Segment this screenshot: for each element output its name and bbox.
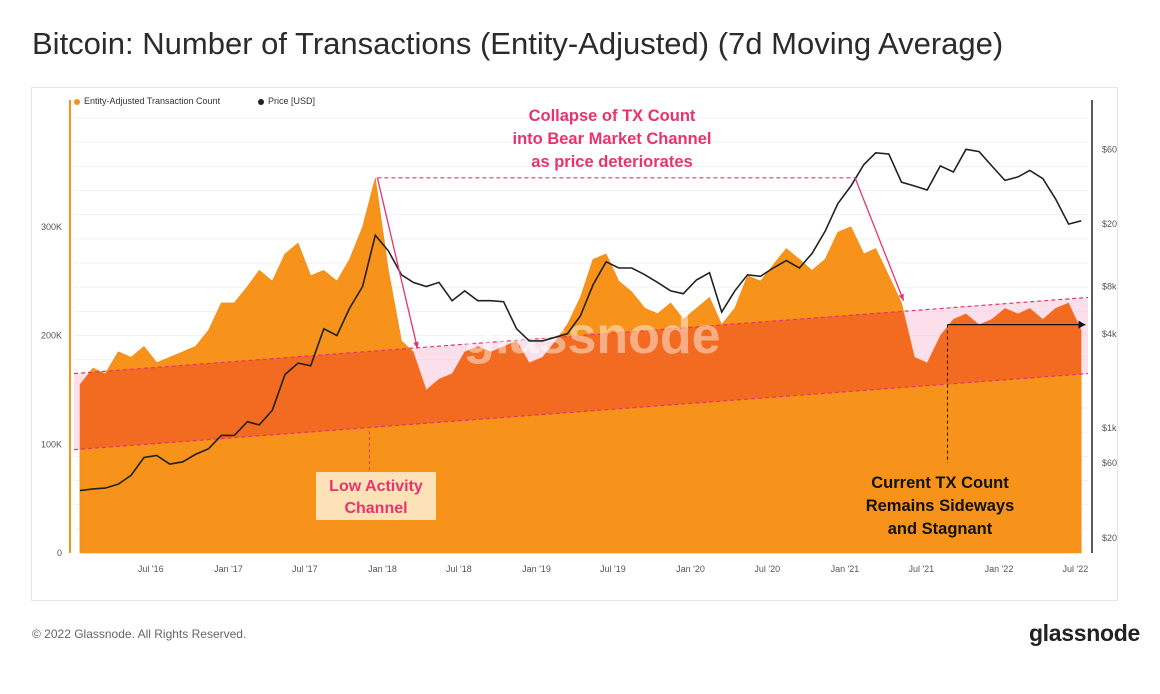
annotation-low-activity-line: Channel bbox=[344, 500, 407, 517]
y-left-tick-label: 300K bbox=[41, 222, 62, 232]
y-right-tick-label: $8k bbox=[1102, 282, 1117, 292]
y-right-tick-label: $200 bbox=[1102, 533, 1117, 543]
legend-item-tx[interactable]: Entity-Adjusted Transaction Count bbox=[74, 96, 220, 106]
low-activity-box bbox=[316, 472, 436, 520]
legend-dot-tx bbox=[74, 98, 80, 105]
x-tick-label: Jan '20 bbox=[676, 564, 705, 574]
watermark-group: glassnode bbox=[463, 307, 720, 365]
collapse-arrow-2018-head bbox=[413, 341, 419, 349]
y-left-tick-label: 100K bbox=[41, 439, 62, 449]
watermark: glassnode bbox=[463, 307, 720, 365]
legend-dot-price bbox=[258, 98, 264, 105]
x-tick-label: Jan '19 bbox=[522, 564, 551, 574]
collapse-arrow-2021 bbox=[854, 177, 905, 301]
x-tick-label: Jul '16 bbox=[138, 564, 164, 574]
x-tick-label: Jan '21 bbox=[831, 564, 860, 574]
legend-item-price[interactable]: Price [USD] bbox=[258, 96, 315, 106]
x-tick-label: Jul '20 bbox=[754, 564, 780, 574]
channel-lower-line bbox=[73, 372, 1089, 451]
y-right-tick-label: $20k bbox=[1102, 219, 1117, 229]
annotation-current-line: Remains Sideways bbox=[866, 497, 1015, 515]
annotations-group: Collapse of TX Count into Bear Market Cha… bbox=[316, 107, 1086, 538]
x-tick-label: Jan '17 bbox=[214, 564, 243, 574]
annotation-low-activity-line: Low Activity bbox=[329, 478, 423, 495]
legend-label-price: Price [USD] bbox=[268, 96, 316, 106]
y-left-tick-label: 0 bbox=[57, 548, 62, 558]
legend-label-tx: Entity-Adjusted Transaction Count bbox=[84, 96, 221, 106]
axes-group: 0 100K 200K 300K $200 $600 $1k $4k $8k $20k $60k Ju… bbox=[41, 100, 1117, 574]
price-line-group bbox=[79, 148, 1082, 492]
annotation-collapse-line: Collapse of TX Count bbox=[529, 107, 696, 125]
y-right-tick-label: $60k bbox=[1102, 144, 1117, 154]
x-tick-label: Jul '17 bbox=[292, 564, 318, 574]
y-right-tick-label: $4k bbox=[1102, 329, 1117, 339]
annotation-current-line: Current TX Count bbox=[871, 474, 1009, 492]
page-title: Bitcoin: Number of Transactions (Entity-… bbox=[32, 26, 1004, 61]
x-tick-label: Jul '22 bbox=[1062, 564, 1088, 574]
price-line bbox=[79, 148, 1082, 492]
y-left-tick-label: 200K bbox=[41, 331, 62, 341]
channel-group bbox=[73, 296, 1089, 451]
glassnode-logo: glassnode bbox=[1028, 620, 1140, 646]
annotation-collapse-line: into Bear Market Channel bbox=[513, 130, 712, 148]
low-activity-channel-fill bbox=[79, 297, 1082, 450]
x-tick-label: Jul '19 bbox=[600, 564, 626, 574]
collapse-arrow-2021-head bbox=[898, 293, 904, 301]
sideways-arrow-head bbox=[1078, 320, 1086, 329]
channel-upper-line bbox=[73, 296, 1089, 375]
annotation-collapse-line: as price deteriorates bbox=[531, 153, 692, 171]
y-right-tick-label: $600 bbox=[1102, 458, 1117, 468]
annotation-current-line: and Stagnant bbox=[888, 520, 993, 538]
x-tick-label: Jan '18 bbox=[368, 564, 397, 574]
chart-svg: glassnode Collapse of TX Count into Bear … bbox=[41, 100, 1117, 574]
footer-copyright: © 2022 Glassnode. All Rights Reserved. bbox=[32, 627, 247, 641]
x-tick-label: Jul '21 bbox=[908, 564, 934, 574]
x-tick-label: Jan '22 bbox=[985, 564, 1014, 574]
x-tick-label: Jul '18 bbox=[446, 564, 472, 574]
y-right-tick-label: $1k bbox=[1102, 423, 1117, 433]
collapse-arrow-2018 bbox=[376, 177, 419, 349]
chart-container: glassnode Collapse of TX Count into Bear … bbox=[31, 87, 1118, 601]
